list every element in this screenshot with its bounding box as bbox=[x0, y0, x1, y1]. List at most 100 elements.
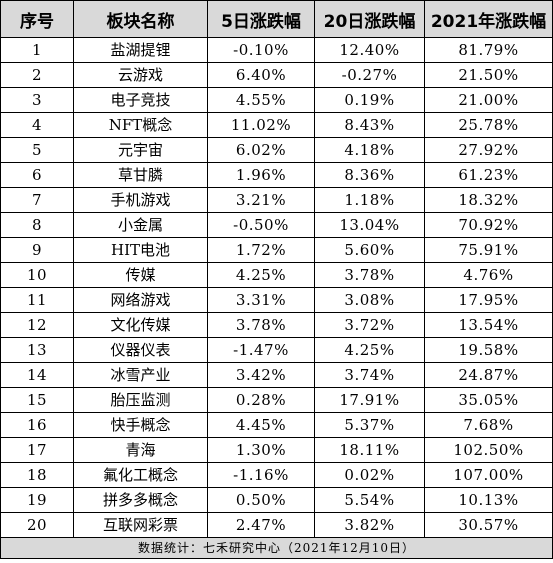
table-row: 15 胎压监测 0.28% 17.91% 35.05% bbox=[0, 387, 553, 413]
change-5day-cell: 3.42% bbox=[207, 362, 315, 388]
table-body: 1 盐湖提锂 -0.10% 12.40% 81.79% 2 云游戏 6.40% -0.27% 21… bbox=[0, 37, 553, 538]
change-20day-cell: 17.91% bbox=[314, 387, 425, 413]
table-row: 12 文化传媒 3.78% 3.72% 13.54% bbox=[0, 312, 553, 338]
table-row: 16 快手概念 4.45% 5.37% 7.68% bbox=[0, 412, 553, 438]
header-index: 序号 bbox=[0, 0, 74, 38]
sector-name-cell: 电子竞技 bbox=[73, 87, 208, 113]
change-20day-cell: 3.82% bbox=[314, 512, 425, 538]
sector-name-cell: 传媒 bbox=[73, 262, 208, 288]
row-index-cell: 13 bbox=[0, 337, 74, 363]
table-row: 17 青海 1.30% 18.11% 102.50% bbox=[0, 437, 553, 463]
change-2021-cell: 21.50% bbox=[424, 62, 553, 88]
table-row: 8 小金属 -0.50% 13.04% 70.92% bbox=[0, 212, 553, 238]
change-2021-cell: 13.54% bbox=[424, 312, 553, 338]
row-index-cell: 11 bbox=[0, 287, 74, 313]
change-20day-cell: 5.60% bbox=[314, 237, 425, 263]
table-row: 19 拼多多概念 0.50% 5.54% 10.13% bbox=[0, 487, 553, 513]
change-2021-cell: 102.50% bbox=[424, 437, 553, 463]
change-2021-cell: 70.92% bbox=[424, 212, 553, 238]
change-2021-cell: 17.95% bbox=[424, 287, 553, 313]
change-2021-cell: 107.00% bbox=[424, 462, 553, 488]
change-5day-cell: 0.28% bbox=[207, 387, 315, 413]
sector-name-cell: 小金属 bbox=[73, 212, 208, 238]
header-2021-change: 2021年涨跌幅 bbox=[424, 0, 553, 38]
change-5day-cell: -0.50% bbox=[207, 212, 315, 238]
sector-name-cell: 仪器仪表 bbox=[73, 337, 208, 363]
row-index-cell: 8 bbox=[0, 212, 74, 238]
row-index-cell: 14 bbox=[0, 362, 74, 388]
row-index-cell: 12 bbox=[0, 312, 74, 338]
change-20day-cell: 4.25% bbox=[314, 337, 425, 363]
row-index-cell: 2 bbox=[0, 62, 74, 88]
row-index-cell: 16 bbox=[0, 412, 74, 438]
change-20day-cell: 3.74% bbox=[314, 362, 425, 388]
change-5day-cell: 6.02% bbox=[207, 137, 315, 163]
sector-name-cell: HIT电池 bbox=[73, 237, 208, 263]
change-2021-cell: 10.13% bbox=[424, 487, 553, 513]
change-2021-cell: 7.68% bbox=[424, 412, 553, 438]
change-5day-cell: 2.47% bbox=[207, 512, 315, 538]
row-index-cell: 20 bbox=[0, 512, 74, 538]
table-row: 10 传媒 4.25% 3.78% 4.76% bbox=[0, 262, 553, 288]
table-row: 5 元宇宙 6.02% 4.18% 27.92% bbox=[0, 137, 553, 163]
sector-name-cell: 文化传媒 bbox=[73, 312, 208, 338]
header-sector-name: 板块名称 bbox=[73, 0, 208, 38]
sector-name-cell: 盐湖提锂 bbox=[73, 37, 208, 63]
row-index-cell: 7 bbox=[0, 187, 74, 213]
change-2021-cell: 24.87% bbox=[424, 362, 553, 388]
sector-name-cell: 云游戏 bbox=[73, 62, 208, 88]
footer-row: 数据统计：七禾研究中心（2021年12月10日） bbox=[0, 537, 553, 559]
table-row: 7 手机游戏 3.21% 1.18% 18.32% bbox=[0, 187, 553, 213]
sector-name-cell: 冰雪产业 bbox=[73, 362, 208, 388]
table-row: 14 冰雪产业 3.42% 3.74% 24.87% bbox=[0, 362, 553, 388]
change-2021-cell: 21.00% bbox=[424, 87, 553, 113]
change-20day-cell: 0.02% bbox=[314, 462, 425, 488]
change-20day-cell: 0.19% bbox=[314, 87, 425, 113]
table-row: 3 电子竞技 4.55% 0.19% 21.00% bbox=[0, 87, 553, 113]
change-5day-cell: 6.40% bbox=[207, 62, 315, 88]
change-20day-cell: 1.18% bbox=[314, 187, 425, 213]
change-5day-cell: 0.50% bbox=[207, 487, 315, 513]
change-5day-cell: -0.10% bbox=[207, 37, 315, 63]
header-20day-change: 20日涨跌幅 bbox=[314, 0, 425, 38]
change-20day-cell: 13.04% bbox=[314, 212, 425, 238]
change-5day-cell: 11.02% bbox=[207, 112, 315, 138]
change-20day-cell: 8.43% bbox=[314, 112, 425, 138]
change-5day-cell: 3.78% bbox=[207, 312, 315, 338]
change-20day-cell: 4.18% bbox=[314, 137, 425, 163]
change-20day-cell: 3.72% bbox=[314, 312, 425, 338]
change-5day-cell: 3.21% bbox=[207, 187, 315, 213]
change-2021-cell: 4.76% bbox=[424, 262, 553, 288]
sector-name-cell: 互联网彩票 bbox=[73, 512, 208, 538]
sector-name-cell: 胎压监测 bbox=[73, 387, 208, 413]
table-row: 13 仪器仪表 -1.47% 4.25% 19.58% bbox=[0, 337, 553, 363]
table-row: 18 氟化工概念 -1.16% 0.02% 107.00% bbox=[0, 462, 553, 488]
sector-name-cell: 元宇宙 bbox=[73, 137, 208, 163]
change-20day-cell: -0.27% bbox=[314, 62, 425, 88]
change-20day-cell: 12.40% bbox=[314, 37, 425, 63]
data-source-note: 数据统计：七禾研究中心（2021年12月10日） bbox=[0, 537, 553, 559]
change-5day-cell: 3.31% bbox=[207, 287, 315, 313]
change-5day-cell: 4.45% bbox=[207, 412, 315, 438]
change-20day-cell: 3.08% bbox=[314, 287, 425, 313]
change-2021-cell: 81.79% bbox=[424, 37, 553, 63]
change-20day-cell: 5.37% bbox=[314, 412, 425, 438]
row-index-cell: 18 bbox=[0, 462, 74, 488]
sector-name-cell: 拼多多概念 bbox=[73, 487, 208, 513]
change-5day-cell: 1.30% bbox=[207, 437, 315, 463]
sector-name-cell: NFT概念 bbox=[73, 112, 208, 138]
row-index-cell: 10 bbox=[0, 262, 74, 288]
change-2021-cell: 27.92% bbox=[424, 137, 553, 163]
row-index-cell: 15 bbox=[0, 387, 74, 413]
change-2021-cell: 61.23% bbox=[424, 162, 553, 188]
header-row: 序号 板块名称 5日涨跌幅 20日涨跌幅 2021年涨跌幅 bbox=[0, 0, 553, 38]
header-5day-change: 5日涨跌幅 bbox=[207, 0, 315, 38]
table-row: 9 HIT电池 1.72% 5.60% 75.91% bbox=[0, 237, 553, 263]
change-5day-cell: -1.16% bbox=[207, 462, 315, 488]
change-5day-cell: -1.47% bbox=[207, 337, 315, 363]
change-2021-cell: 30.57% bbox=[424, 512, 553, 538]
row-index-cell: 4 bbox=[0, 112, 74, 138]
change-20day-cell: 3.78% bbox=[314, 262, 425, 288]
